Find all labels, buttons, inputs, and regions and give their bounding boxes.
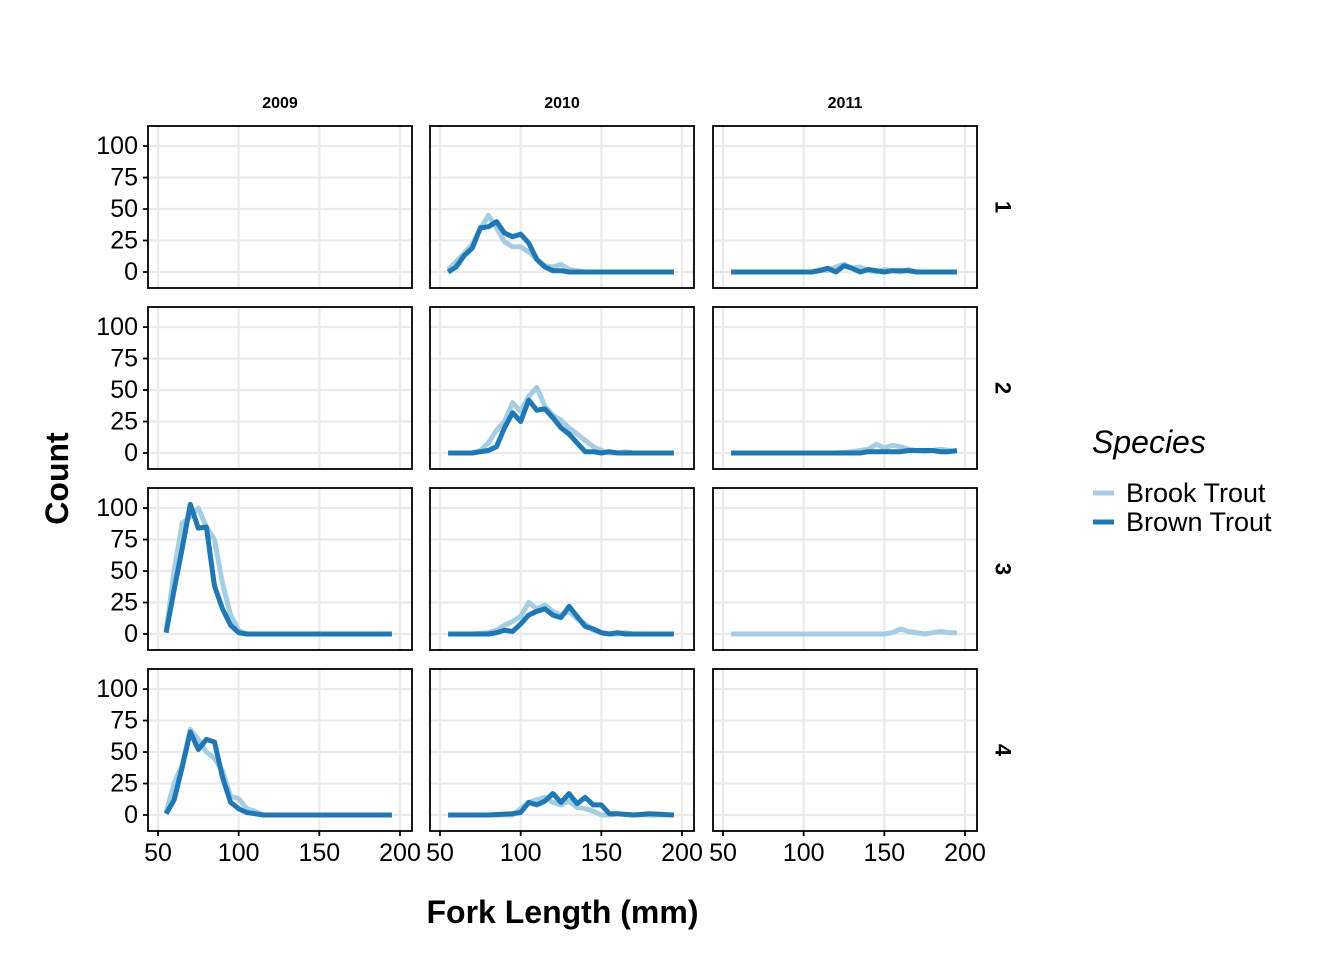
panel-border — [429, 306, 695, 470]
y-tick-label: 50 — [110, 376, 138, 404]
panel-series-2009-3 — [163, 501, 392, 637]
y-tick-label: 0 — [124, 801, 138, 829]
panel-series-2010-2 — [448, 385, 674, 456]
y-tick-label: 100 — [96, 494, 138, 522]
legend-label: Brown Trout — [1126, 507, 1272, 537]
x-tick-label: 150 — [298, 839, 340, 867]
x-tick-label: 100 — [500, 839, 542, 867]
panel-2011-2 — [712, 306, 978, 470]
y-tick-label: 0 — [124, 620, 138, 648]
axes: 0 25 50 75 100 0 25 50 75 100 0 25 50 75 100 0 25 50 75 100… — [96, 132, 986, 867]
y-axis-title: Count — [39, 432, 75, 525]
series-line-brook-trout — [731, 626, 957, 637]
row-strip-label: 1 — [991, 201, 1016, 213]
panel-border — [712, 668, 978, 832]
column-strip-label: 2011 — [828, 95, 863, 112]
panel-series-2010-4 — [448, 791, 675, 818]
series-line-brown-trout — [163, 729, 392, 818]
panel-series-2011-3 — [731, 626, 957, 637]
row-strip-label: 3 — [991, 563, 1016, 575]
series-line-brown-trout — [448, 603, 674, 637]
legend-label: Brook Trout — [1126, 478, 1266, 508]
panel-series-2009-4 — [163, 726, 392, 818]
series-line-brook-trout — [448, 385, 674, 456]
x-tick-label: 100 — [783, 839, 825, 867]
panel-border — [147, 125, 413, 289]
y-tick-label: 75 — [110, 707, 138, 735]
x-tick-label: 50 — [709, 839, 737, 867]
series-line-brown-trout — [163, 501, 392, 637]
panel-2011-3 — [712, 487, 978, 651]
x-axis-title: Fork Length (mm) — [427, 894, 699, 930]
x-tick-label: 50 — [144, 839, 172, 867]
y-tick-label: 0 — [124, 439, 138, 467]
panel-2009-2 — [147, 306, 413, 470]
x-tick-label: 200 — [944, 839, 986, 867]
x-tick-label: 150 — [580, 839, 622, 867]
row-strip-label: 4 — [991, 744, 1016, 757]
y-tick-label: 0 — [124, 258, 138, 286]
series-line-brook-trout — [446, 212, 674, 275]
series-line-brown-trout — [448, 397, 674, 456]
y-tick-label: 75 — [110, 345, 138, 373]
y-tick-label: 100 — [96, 675, 138, 703]
y-tick-label: 25 — [110, 408, 138, 436]
legend-title: Species — [1092, 424, 1206, 460]
panel-border — [429, 668, 695, 832]
panel-border — [712, 306, 978, 470]
panel-series-2011-1 — [731, 261, 957, 275]
series-line-brown-trout — [731, 263, 957, 275]
panel-border — [147, 487, 413, 651]
y-tick-label: 50 — [110, 738, 138, 766]
x-tick-label: 200 — [379, 839, 421, 867]
panel-2011-4 — [712, 668, 978, 832]
y-tick-label: 25 — [110, 227, 138, 255]
panel-2010-3 — [429, 487, 695, 651]
panel-border — [147, 668, 413, 832]
x-tick-label: 100 — [218, 839, 260, 867]
column-strip-label: 2009 — [262, 95, 298, 112]
panel-series-2011-2 — [731, 441, 958, 456]
panel-2010-2 — [429, 306, 695, 470]
series-line-brown-trout — [446, 219, 674, 275]
y-tick-label: 25 — [110, 589, 138, 617]
panel-border — [712, 487, 978, 651]
facet-strips: 2009 2010 2011 1 2 3 4 — [262, 95, 1015, 757]
panel-border — [147, 306, 413, 470]
series-line-brown-trout — [448, 791, 675, 818]
panel-series-2010-1 — [446, 212, 674, 275]
x-tick-label: 200 — [661, 839, 703, 867]
panel-series-2010-3 — [448, 600, 674, 637]
x-tick-label: 50 — [426, 839, 454, 867]
series-line-brook-trout — [163, 726, 392, 818]
y-tick-label: 50 — [110, 195, 138, 223]
y-tick-label: 100 — [96, 132, 138, 160]
row-strip-label: 2 — [991, 382, 1016, 394]
y-tick-label: 75 — [110, 164, 138, 192]
axis-titles: Fork Length (mm) Count — [39, 432, 698, 930]
panel-border — [429, 125, 695, 289]
column-strip-label: 2010 — [544, 95, 580, 112]
series-line-brown-trout — [731, 448, 958, 456]
y-tick-label: 75 — [110, 526, 138, 554]
y-tick-label: 25 — [110, 770, 138, 798]
panel-2009-1 — [147, 125, 413, 289]
y-tick-label: 50 — [110, 557, 138, 585]
y-tick-label: 100 — [96, 313, 138, 341]
x-tick-label: 150 — [863, 839, 905, 867]
panel-border — [429, 487, 695, 651]
panel-border — [712, 125, 978, 289]
panels — [147, 125, 978, 832]
panel-2011-1 — [712, 125, 978, 289]
